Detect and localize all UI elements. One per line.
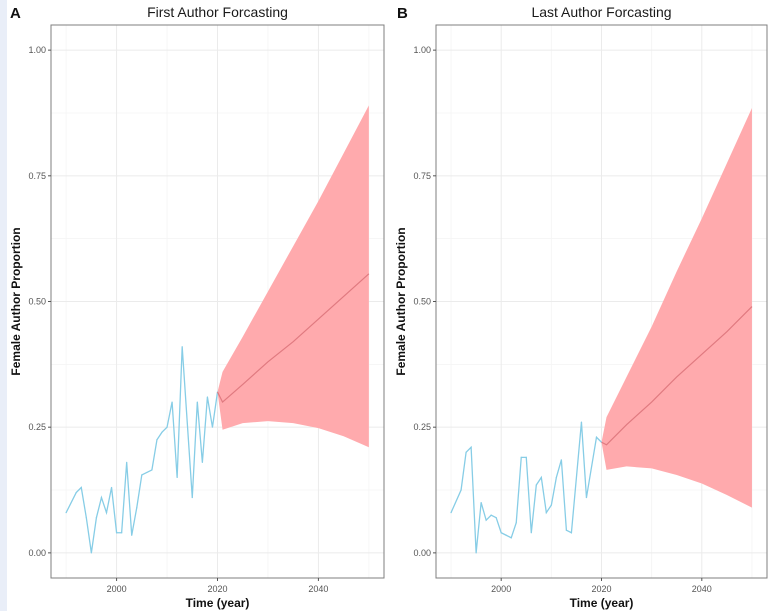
x-tick-label: 2000 [491,584,511,594]
page-edge-strip [0,0,7,611]
observed-point [75,491,77,494]
observed-point [211,426,214,428]
observed-point [500,532,502,534]
observed-point [206,396,209,398]
y-tick-label: 1.00 [413,45,431,55]
observed-point [65,512,67,514]
observed-point [85,517,87,519]
observed-point [595,436,598,438]
observed-point [115,532,118,534]
gridlines [51,25,384,578]
observed-point [100,496,103,499]
forecast-mean-line [601,306,753,446]
observed-point [525,456,527,458]
observed-point [156,439,158,441]
y-axis-title: Female Author Proportion [9,227,23,375]
observed-point [161,431,163,433]
y-tick-label: 0.00 [28,548,46,558]
y-tick-label: 0.25 [28,422,46,432]
observed-point [196,401,198,403]
x-tick-label: 2020 [207,584,227,594]
observed-point [485,519,487,521]
observed-point [95,517,98,519]
y-tick-label: 0.75 [413,171,431,181]
panel-label: B [397,5,408,22]
observed-point [555,476,557,479]
y-tick-label: 0.00 [413,548,431,558]
y-axis-title: Female Author Proportion [394,227,408,375]
observed-point [131,534,133,536]
observed-point [540,476,542,479]
panel-b: 0.00 0.25 0.50 0.75 1.00 2000 2020 2040 Last Aut… [394,4,768,610]
observed-point [171,401,173,403]
observed-point [121,532,123,534]
observed-point [490,514,492,516]
observed-point [90,552,92,554]
y-tick-label: 1.00 [28,45,46,55]
y-tick-label: 0.75 [28,171,46,181]
observed-point [146,471,148,474]
x-axis-title: Time (year) [570,596,634,610]
observed-point [480,501,482,504]
x-tick-label: 2020 [591,584,611,594]
observed-point [126,461,128,463]
observed-point [465,451,467,453]
observed-point [505,534,507,536]
observed-point [201,461,203,463]
observed-point [141,474,143,476]
observed-points [65,346,219,554]
observed-point [570,532,573,534]
observed-point [181,346,183,348]
observed-series-line [65,346,219,553]
x-axis-title: Time (year) [186,596,250,610]
panel-a: 0.00 0.25 0.50 0.75 1.00 2000 2020 2040 First Au… [9,4,385,610]
observed-point [510,537,512,539]
observed-point [585,496,588,499]
observed-point [470,446,472,448]
y-tick-label: 0.50 [413,297,431,307]
x-tick-label: 2040 [308,584,328,594]
observed-point [475,552,477,554]
observed-point [545,512,547,514]
x-tick-label: 2040 [692,584,712,594]
observed-point [110,486,113,489]
observed-point [515,522,517,524]
observed-point [520,456,522,458]
observed-point [565,529,567,531]
observed-point [460,489,462,491]
observed-point [550,504,552,506]
observed-points [450,421,603,554]
observed-point [166,426,168,428]
forecast-interval-band [601,107,752,508]
observed-point [560,459,562,461]
forecast-mean-line [216,273,370,404]
observed-point [450,512,452,514]
y-tick-label: 0.25 [413,422,431,432]
y-tick-label: 0.50 [28,297,46,307]
observed-point [495,517,497,519]
chart-title: Last Author Forcasting [531,4,671,20]
chart-title: First Author Forcasting [147,4,288,20]
observed-point [176,476,178,479]
observed-point [80,486,82,489]
observed-point [191,496,193,499]
observed-point [151,469,153,471]
observed-series-line [450,422,602,553]
observed-point [535,484,537,486]
observed-point [580,421,583,423]
forecast-interval-band [217,105,369,448]
panel-label: A [10,5,21,22]
x-tick-label: 2000 [107,584,127,594]
observed-point [136,507,138,509]
observed-point [105,512,108,514]
observed-point [530,532,532,534]
